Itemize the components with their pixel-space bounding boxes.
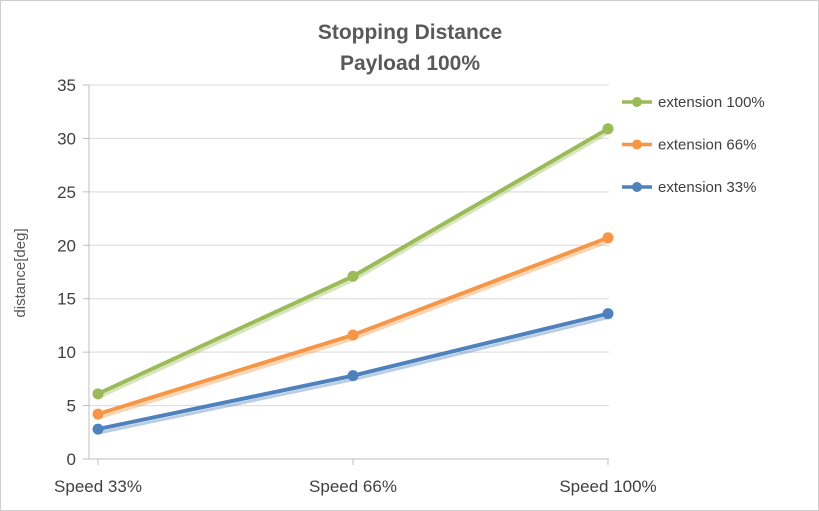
legend-label: extension 100% (658, 94, 765, 111)
data-point-marker (602, 123, 614, 135)
grid-and-axes: 0 5 10 15 20 25 30 35 Speed 33% Speed 66% Speed 10… (54, 76, 657, 496)
data-point-marker (347, 270, 359, 282)
chart-title-line2: Payload 100% (340, 52, 480, 75)
data-series (92, 123, 614, 435)
legend-label: extension 66% (658, 137, 756, 154)
x-category-label: Speed 33% (54, 477, 142, 496)
series-line (96, 126, 610, 396)
y-tick-label: 25 (57, 183, 76, 202)
legend-swatch-marker (632, 97, 642, 107)
legend-swatch-marker (632, 139, 642, 150)
y-tick-label: 35 (57, 76, 76, 95)
data-point-marker (92, 388, 104, 400)
legend-swatch-marker (632, 182, 642, 192)
y-tick-label: 20 (57, 236, 76, 255)
chart-legend: extension 100% extension 66% extension 33% (622, 94, 765, 196)
x-category-label: Speed 100% (559, 477, 656, 496)
data-point-marker (92, 423, 104, 435)
data-point-marker (92, 408, 104, 420)
legend-label: extension 33% (658, 179, 756, 196)
data-point-marker (347, 329, 359, 341)
y-tick-label: 30 (57, 129, 76, 148)
chart-title-line1: Stopping Distance (318, 21, 502, 44)
y-tick-label: 5 (67, 397, 76, 416)
data-point-marker (602, 308, 614, 320)
series-line (96, 235, 610, 417)
y-tick-label: 15 (57, 290, 76, 309)
data-point-marker (347, 370, 359, 382)
y-tick-label: 10 (57, 343, 76, 362)
y-tick-label: 0 (67, 450, 76, 469)
x-category-label: Speed 66% (309, 477, 397, 496)
data-point-marker (602, 232, 614, 244)
y-axis-label: distance[deg] (12, 228, 29, 317)
